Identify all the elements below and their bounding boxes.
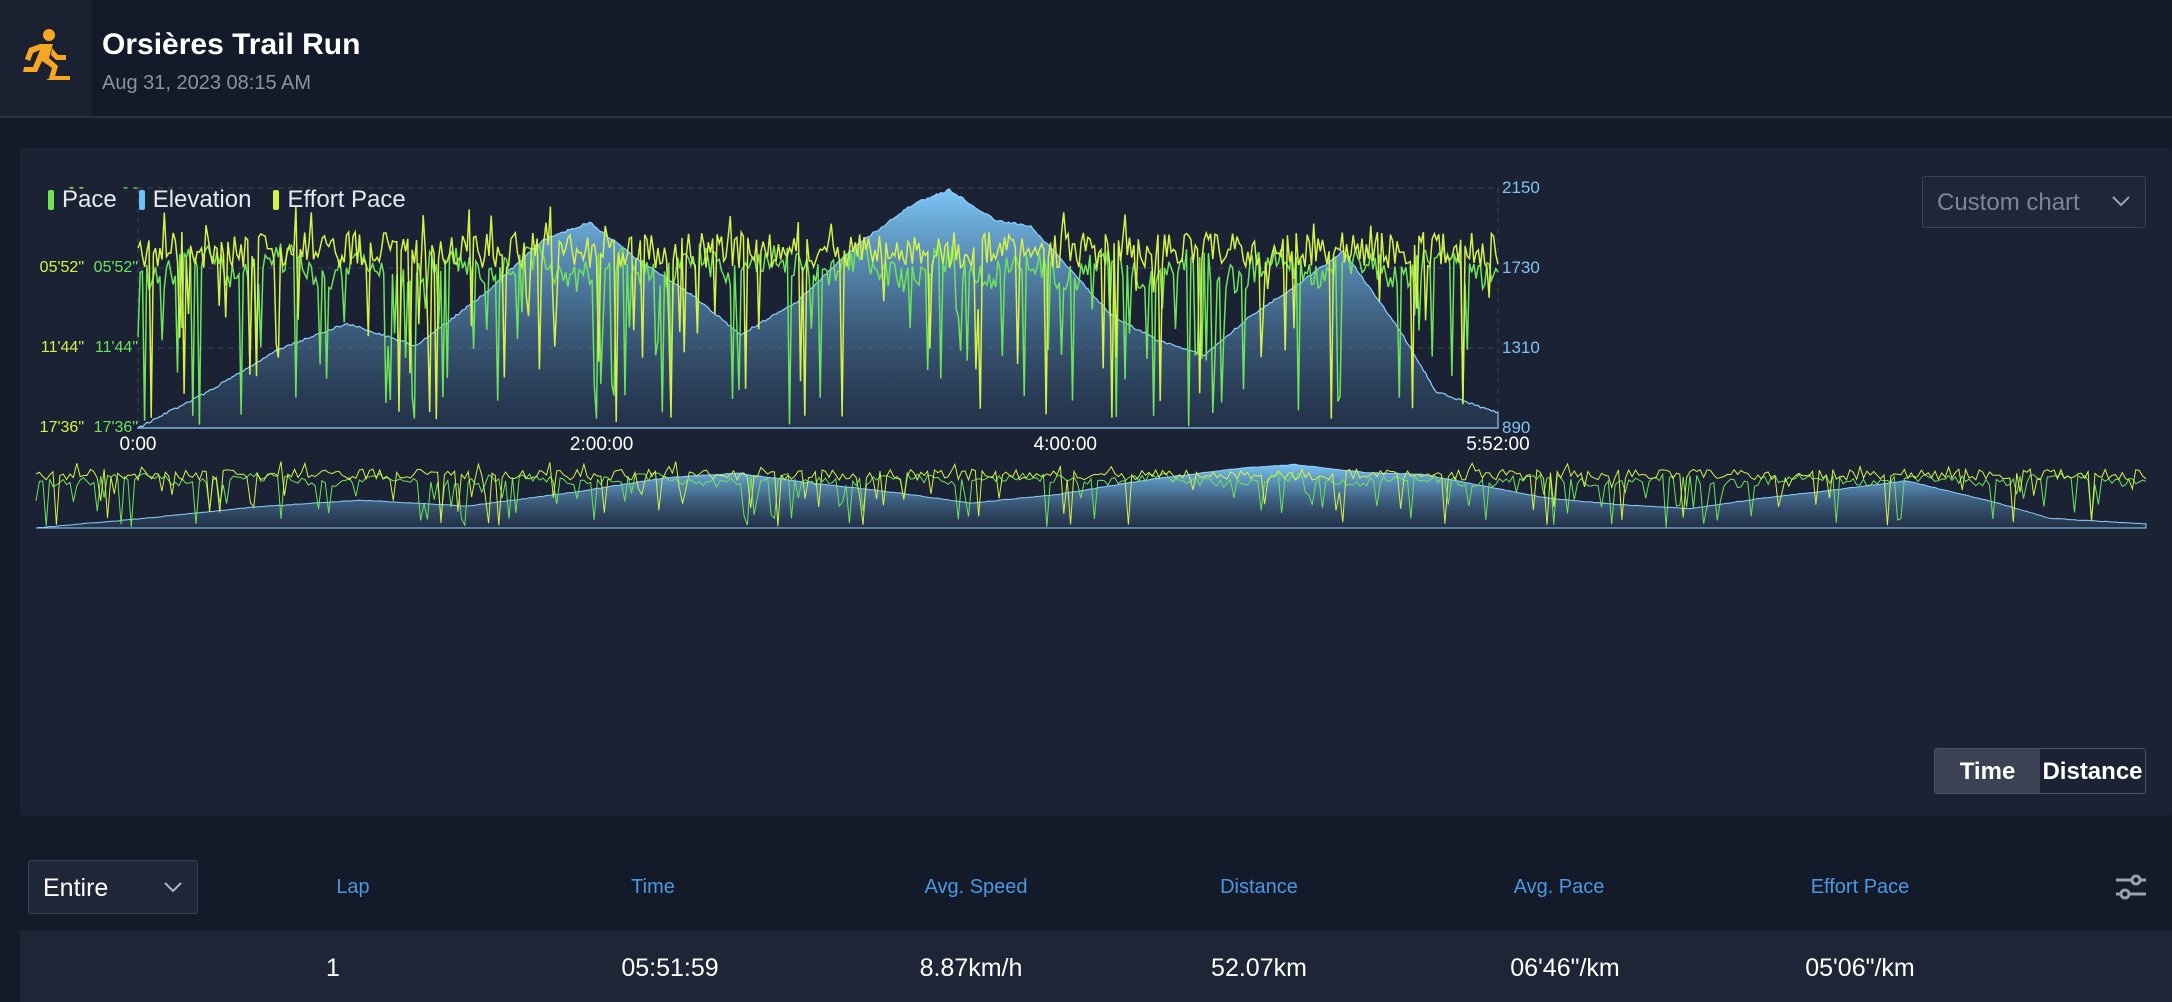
effort-pace-tick-label: 11'44" — [41, 339, 84, 356]
chart-panel: - - 05'52" 11'44" 17'36" - - 05'52" 11'44" 17'3… — [20, 148, 2172, 816]
legend-item-pace[interactable]: Pace — [48, 186, 117, 214]
cell-avg-speed: 8.87km/h — [919, 954, 1023, 982]
navigator-pace-line — [35, 471, 2147, 528]
range-select-value: Entire — [43, 874, 109, 902]
chevron-down-icon — [2112, 196, 2130, 207]
cell-lap: 1 — [326, 954, 340, 982]
pace-line — [137, 243, 1499, 427]
legend-item-elevation[interactable]: Elevation — [138, 186, 252, 214]
legend-item-effort-pace[interactable]: Effort Pace — [273, 186, 406, 214]
laps-table-header: Entire Lap Time Avg. Speed Distance Avg.… — [0, 860, 2172, 920]
time-tick-label: 5:52:00 — [1466, 434, 1529, 455]
time-tick-label: 2:00:00 — [570, 434, 633, 455]
column-header-avg-pace[interactable]: Avg. Pace — [1513, 876, 1605, 898]
time-tick-label: 0:00 — [120, 434, 157, 455]
column-header-lap[interactable]: Lap — [336, 876, 370, 898]
cell-distance: 52.07km — [1211, 954, 1307, 982]
cell-time: 05:51:59 — [621, 954, 719, 982]
distance-toggle-button[interactable]: Distance — [2042, 758, 2143, 785]
custom-chart-label: Custom chart — [1937, 189, 2080, 216]
time-toggle-button[interactable]: Time — [1935, 749, 2040, 793]
navigator-elevation-area — [35, 463, 2147, 529]
table-row[interactable]: 1 05:51:59 8.87km/h 52.07km 06'46"/km 05… — [20, 930, 2172, 1002]
pace-tick-label: 11'44" — [95, 339, 138, 356]
range-select[interactable]: Entire — [28, 860, 198, 914]
effort-pace-tick-label: 17'36" — [40, 419, 84, 436]
effort-pace-tick-label: 05'52" — [40, 259, 84, 276]
cell-effort-pace: 05'06"/km — [1805, 954, 1915, 982]
elevation-tick-label: 890 — [1502, 418, 1530, 437]
column-header-time[interactable]: Time — [631, 876, 675, 898]
column-settings-icon[interactable] — [2114, 872, 2148, 902]
pace-tick-label: - - — [123, 179, 138, 196]
effort-pace-swatch — [273, 190, 280, 210]
activity-date: Aug 31, 2023 08:15 AM — [102, 72, 312, 94]
pace-tick-label: 05'52" — [94, 259, 138, 276]
column-header-distance[interactable]: Distance — [1220, 876, 1298, 898]
custom-chart-dropdown[interactable]: Custom chart — [1922, 176, 2146, 228]
elevation-tick-label: 1310 — [1502, 338, 1540, 357]
pace-swatch — [48, 190, 54, 210]
axis-mode-toggle[interactable]: Time Distance — [1934, 748, 2146, 794]
activity-chart[interactable]: - - 05'52" 11'44" 17'36" - - 05'52" 11'44" 17'3… — [20, 148, 2172, 748]
runner-icon — [23, 29, 70, 80]
activity-title: Orsières Trail Run — [102, 28, 361, 61]
activity-type-badge — [0, 0, 92, 116]
cell-avg-pace: 06'46"/km — [1510, 954, 1620, 982]
legend-label: Pace — [62, 186, 117, 213]
legend-label: Effort Pace — [287, 186, 406, 213]
elevation-tick-label: 2150 — [1502, 178, 1540, 197]
effort-pace-tick-label: - - — [69, 179, 84, 196]
chart-legend: Pace Elevation Effort Pace — [48, 186, 406, 214]
navigator-effort-pace-line — [35, 461, 2147, 527]
activity-header: Orsières Trail Run Aug 31, 2023 08:15 AM — [0, 0, 2172, 118]
legend-label: Elevation — [152, 186, 252, 213]
time-tick-label: 4:00:00 — [1034, 434, 1097, 455]
effort-pace-line — [137, 206, 1499, 423]
chevron-down-icon — [164, 882, 182, 893]
column-header-effort-pace[interactable]: Effort Pace — [1810, 876, 1910, 898]
column-header-avg-speed[interactable]: Avg. Speed — [924, 876, 1028, 898]
elevation-tick-label: 1730 — [1502, 258, 1540, 277]
pace-tick-label: 17'36" — [94, 419, 138, 436]
elevation-swatch — [138, 190, 145, 210]
